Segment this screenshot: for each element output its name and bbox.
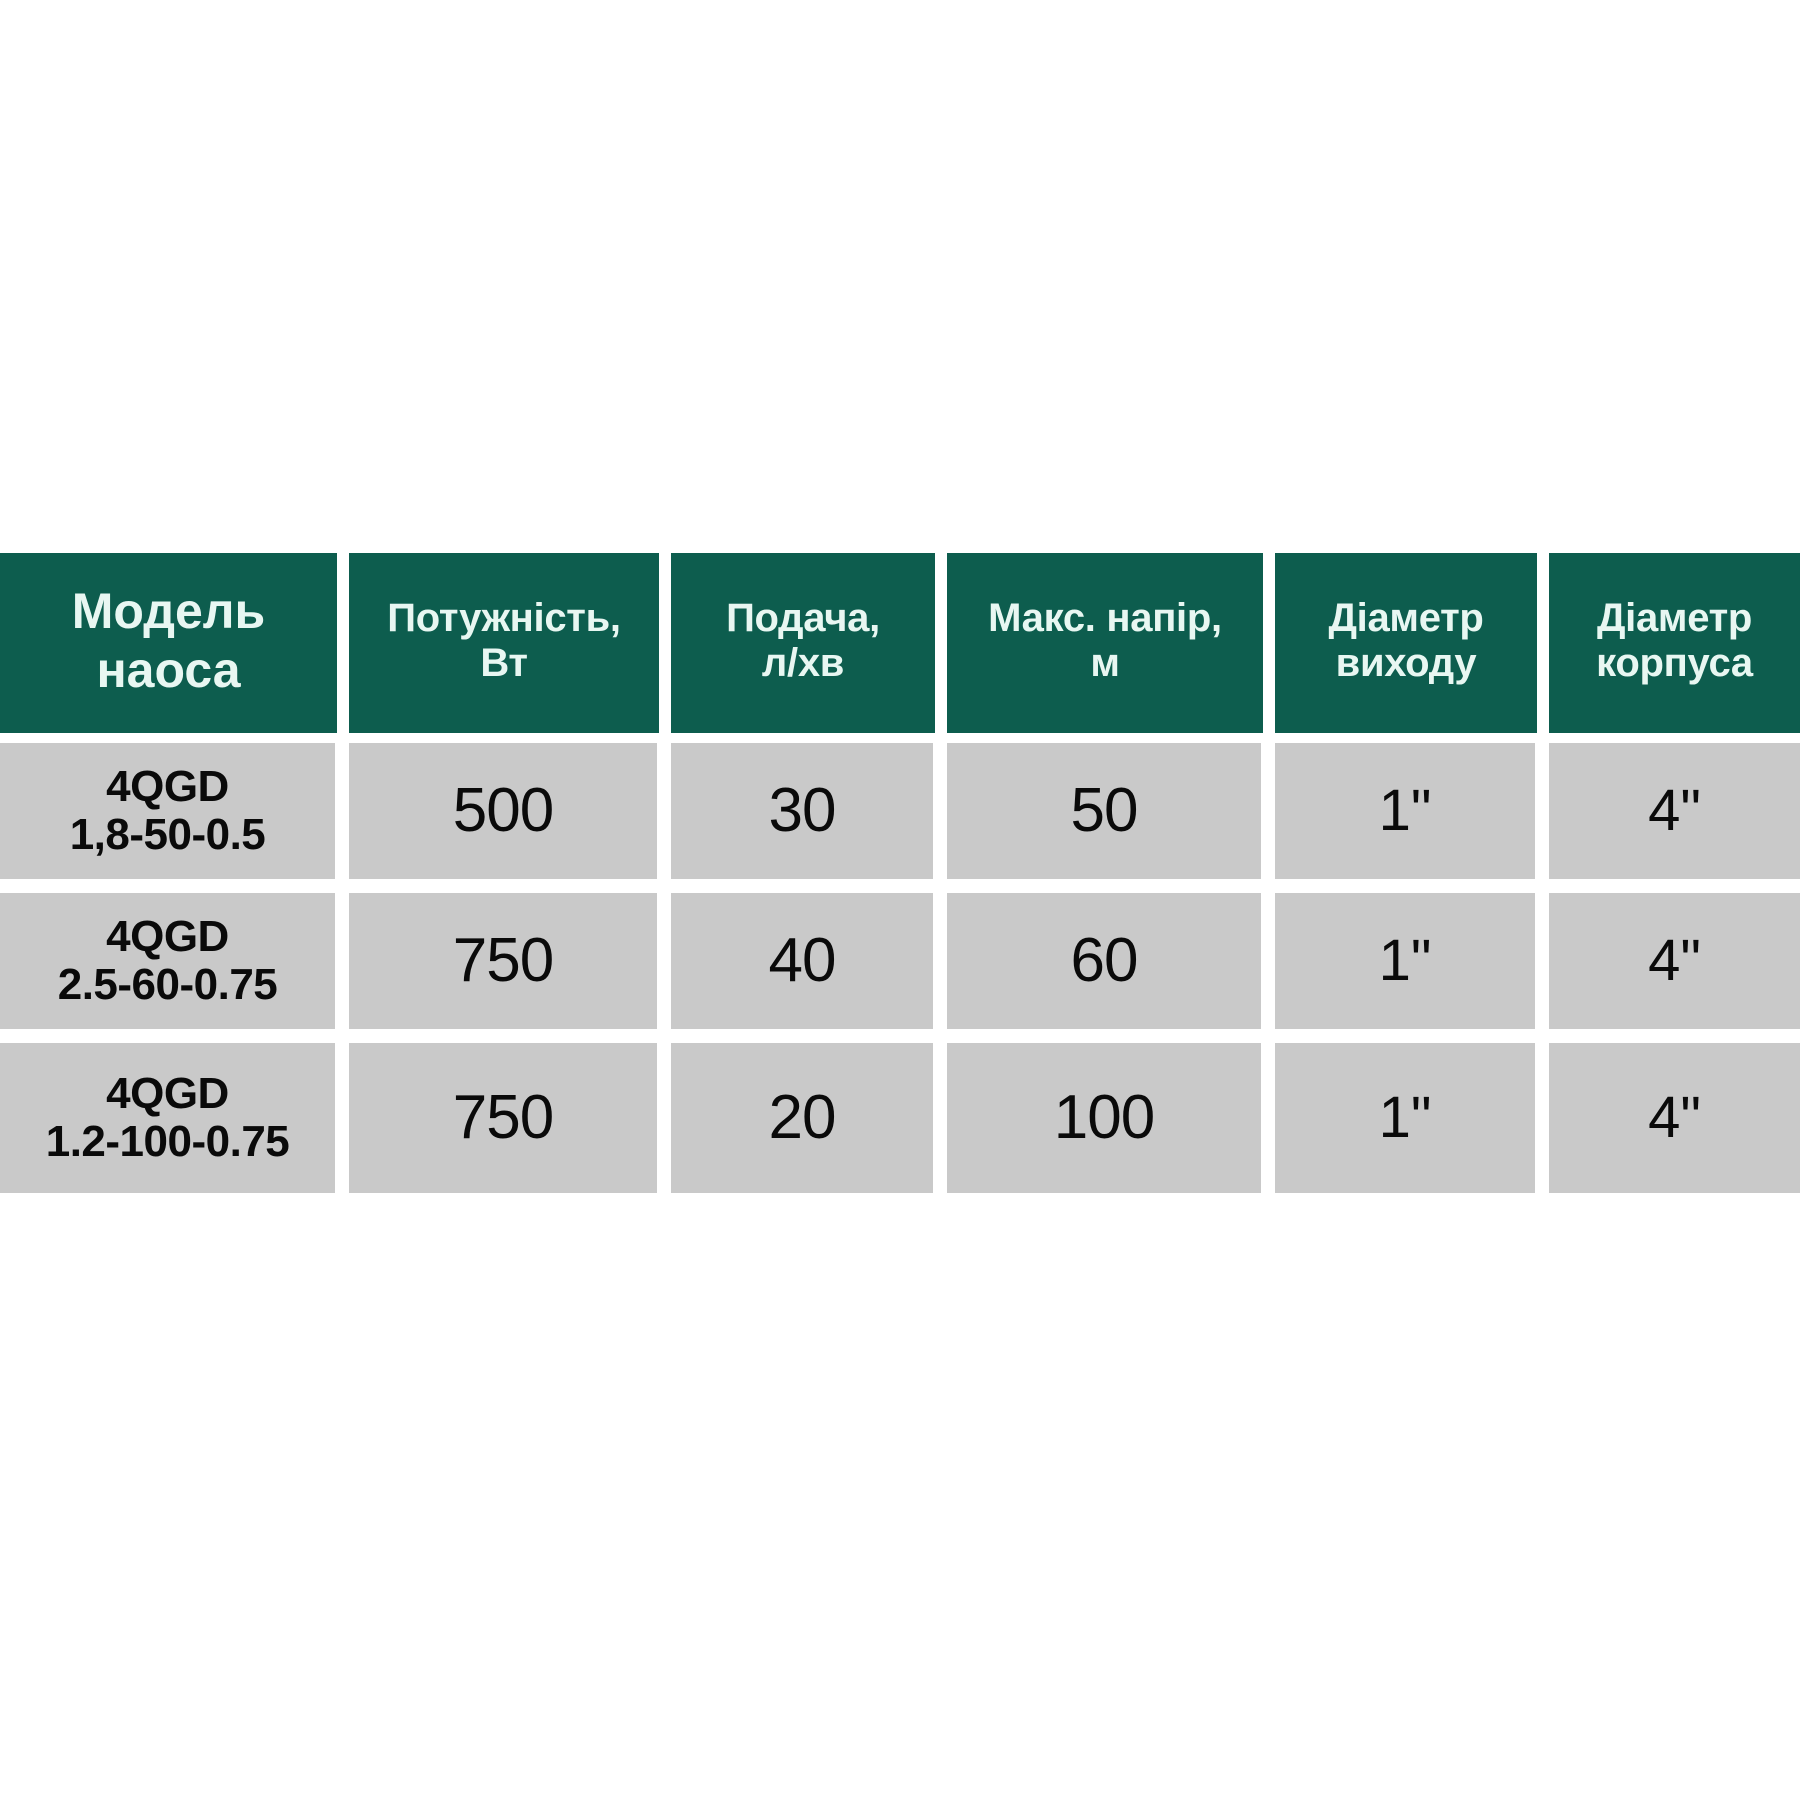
cell-power: 750	[349, 1043, 671, 1193]
column-header-body-diameter: Діаметр корпуса	[1549, 553, 1800, 743]
table-row: 4QGD 1,8-50-0.5 500 30 50 1" 4"	[0, 743, 1800, 893]
cell-power: 750	[349, 893, 671, 1043]
pump-specification-table: Модель наоса Потужність, Вт Подача, л/хв…	[0, 553, 1800, 1193]
column-header-outlet-diameter: Діаметр виходу	[1275, 553, 1549, 743]
column-header-max-head: Макс. напір, м	[947, 553, 1275, 743]
cell-flow: 30	[671, 743, 947, 893]
header-row: Модель наоса Потужність, Вт Подача, л/хв…	[0, 553, 1800, 743]
cell-flow: 40	[671, 893, 947, 1043]
column-header-flow: Подача, л/хв	[671, 553, 947, 743]
table-body: 4QGD 1,8-50-0.5 500 30 50 1" 4" 4QGD 2.5…	[0, 743, 1800, 1193]
cell-max-head: 60	[947, 893, 1275, 1043]
cell-outlet-diameter: 1"	[1275, 1043, 1549, 1193]
cell-model: 4QGD 1.2-100-0.75	[0, 1043, 349, 1193]
cell-power: 500	[349, 743, 671, 893]
cell-body-diameter: 4"	[1549, 893, 1800, 1043]
table-row: 4QGD 2.5-60-0.75 750 40 60 1" 4"	[0, 893, 1800, 1043]
cell-model: 4QGD 2.5-60-0.75	[0, 893, 349, 1043]
column-header-power: Потужність, Вт	[349, 553, 671, 743]
column-header-model: Модель наоса	[0, 553, 349, 743]
cell-max-head: 50	[947, 743, 1275, 893]
cell-max-head: 100	[947, 1043, 1275, 1193]
cell-flow: 20	[671, 1043, 947, 1193]
cell-body-diameter: 4"	[1549, 1043, 1800, 1193]
cell-outlet-diameter: 1"	[1275, 893, 1549, 1043]
table-row: 4QGD 1.2-100-0.75 750 20 100 1" 4"	[0, 1043, 1800, 1193]
cell-model: 4QGD 1,8-50-0.5	[0, 743, 349, 893]
table-header: Модель наоса Потужність, Вт Подача, л/хв…	[0, 553, 1800, 743]
cell-body-diameter: 4"	[1549, 743, 1800, 893]
cell-outlet-diameter: 1"	[1275, 743, 1549, 893]
